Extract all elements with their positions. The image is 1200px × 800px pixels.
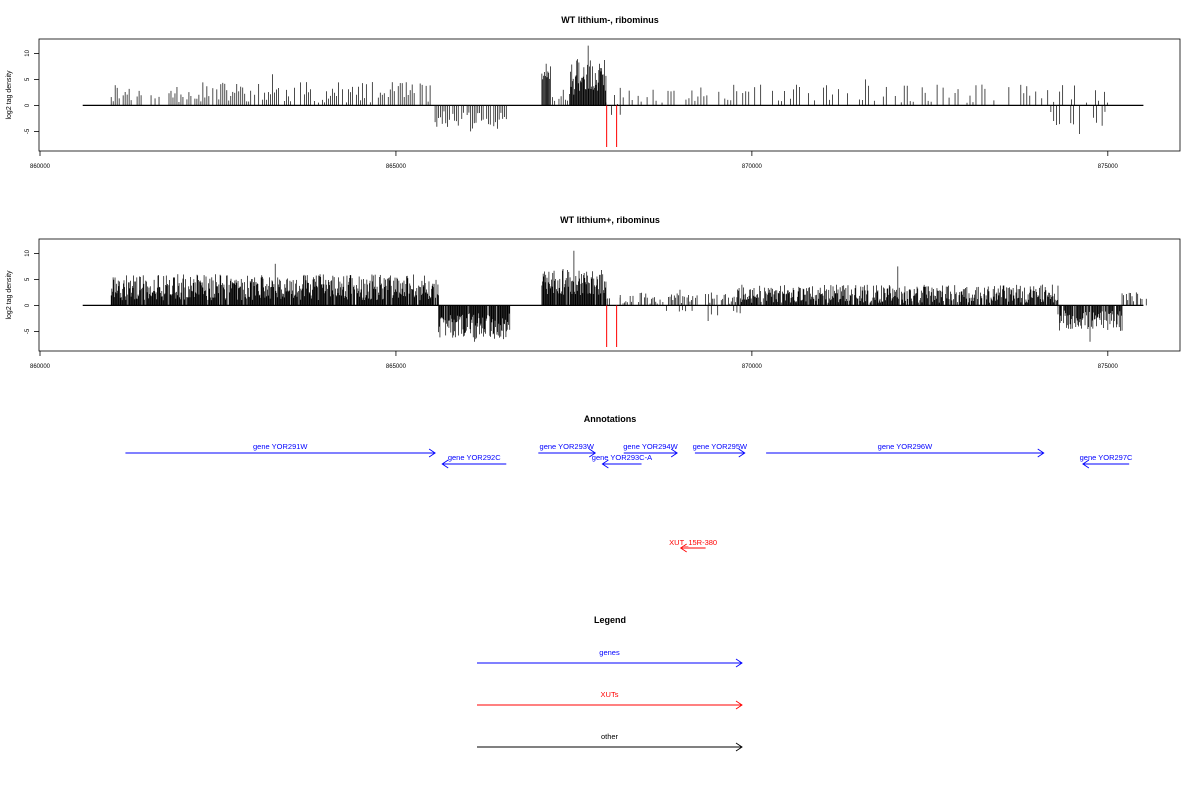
arrowhead — [1037, 448, 1045, 458]
x-tick-label: 870000 — [742, 364, 763, 370]
annotation-label: gene YOR295W — [693, 442, 748, 451]
y-axis: -5 0 5 10 — [25, 249, 39, 334]
x-tick-label: 865000 — [386, 364, 407, 370]
xut-annotations: XUT_15R-380 — [669, 538, 717, 553]
legend-title: Legend — [594, 615, 626, 625]
annotation-label: other — [601, 732, 619, 741]
x-tick-label: 860000 — [30, 364, 51, 370]
arrowhead — [589, 448, 597, 458]
legend: Legend genes XUTs other — [477, 615, 743, 752]
plot-frame — [38, 238, 1181, 352]
x-tick-label: 875000 — [1098, 364, 1119, 370]
gene-annotation: gene YOR294W — [623, 442, 679, 458]
legend-items: genes XUTs other — [477, 648, 743, 752]
annotation-label: XUT_15R-380 — [669, 538, 717, 547]
y-tick-label: -5 — [25, 128, 31, 134]
annotation-label: gene YOR297C — [1080, 453, 1133, 462]
y-tick-label: 10 — [25, 49, 31, 56]
panel-title: WT lithium-, ribominus — [561, 15, 659, 25]
annotation-label: gene YOR291W — [253, 442, 308, 451]
gene-annotation: gene YOR295W — [693, 442, 748, 458]
red-markers — [606, 105, 618, 147]
gene-annotation: gene YOR291W — [125, 442, 436, 458]
x-tick-label: 865000 — [386, 164, 407, 170]
arrowhead — [735, 658, 743, 668]
annotation-label: gene YOR296W — [878, 442, 933, 451]
arrowhead — [738, 448, 746, 458]
legend-item: genes — [477, 648, 743, 668]
y-axis-label: log2 tag density — [6, 270, 13, 320]
x-tick-label: 875000 — [1098, 164, 1119, 170]
y-tick-label: 5 — [25, 77, 31, 81]
gene-annotation: gene YOR297C — [1080, 453, 1133, 469]
arrowhead — [428, 448, 436, 458]
red-markers — [606, 305, 618, 347]
coverage-bars — [82, 250, 1147, 342]
arrowhead — [735, 700, 743, 710]
arrowhead — [670, 448, 678, 458]
y-tick-label: 10 — [25, 249, 31, 256]
y-axis: -5 0 5 10 — [25, 49, 39, 134]
annotation-label: XUTs — [601, 690, 619, 699]
annotation-label: gene YOR293W — [540, 442, 595, 451]
arrowhead — [679, 543, 687, 553]
legend-item: other — [477, 732, 743, 752]
arrowhead — [441, 459, 449, 469]
x-axis: 860000 865000 870000 875000 — [30, 351, 1118, 370]
legend-item: XUTs — [477, 690, 743, 710]
gene-annotation: gene YOR296W — [766, 442, 1045, 458]
coverage-bars — [82, 45, 1144, 134]
track-panel-lithium-minus: WT lithium-, ribominus log2 tag density … — [6, 15, 1181, 170]
y-axis-label: log2 tag density — [6, 70, 13, 120]
gene-annotations: gene YOR291W gene YOR292C gene YOR293W gene… — [125, 442, 1133, 469]
y-tick-label: 5 — [25, 277, 31, 281]
annotations-title: Annotations — [584, 414, 637, 424]
x-tick-label: 860000 — [30, 164, 51, 170]
xut-annotation: XUT_15R-380 — [669, 538, 717, 553]
gene-annotation: gene YOR292C — [441, 453, 507, 469]
arrowhead — [601, 459, 609, 469]
x-tick-label: 870000 — [742, 164, 763, 170]
x-axis: 860000 865000 870000 875000 — [30, 151, 1118, 170]
y-tick-label: 0 — [25, 103, 31, 107]
annotation-label: gene YOR292C — [448, 453, 501, 462]
plot-frame — [38, 38, 1181, 152]
annotation-label: gene YOR294W — [623, 442, 678, 451]
track-panel-lithium-plus: WT lithium+, ribominus log2 tag density … — [6, 215, 1181, 370]
gene-annotation: gene YOR293C-A — [592, 453, 652, 469]
annotation-label: gene YOR293C-A — [592, 453, 652, 462]
gene-annotation: gene YOR293W — [538, 442, 597, 458]
annotation-label: genes — [599, 648, 620, 657]
arrowhead — [1082, 459, 1090, 469]
panel-title: WT lithium+, ribominus — [560, 215, 660, 225]
y-tick-label: 0 — [25, 303, 31, 307]
y-tick-label: -5 — [25, 328, 31, 334]
arrowhead — [735, 742, 743, 752]
